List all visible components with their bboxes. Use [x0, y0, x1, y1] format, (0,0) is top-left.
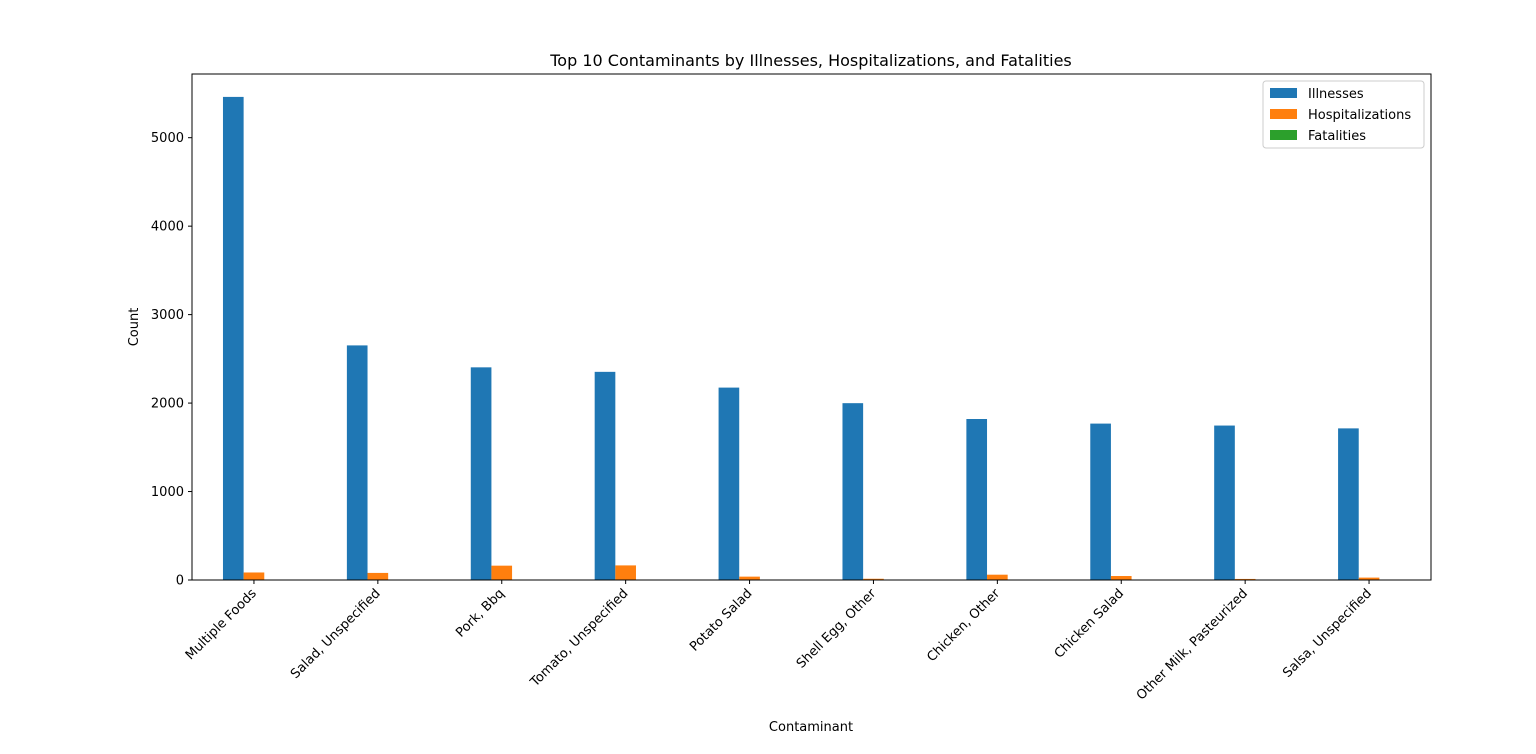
x-axis-label: Contaminant — [769, 720, 853, 735]
y-axis-ticks: 0 1000 2000 3000 4000 5000 — [151, 131, 192, 589]
legend-swatch-illnesses — [1270, 88, 1297, 98]
bar-hospitalizations-3 — [615, 565, 636, 580]
bar-hospitalizations-7 — [1110, 576, 1132, 580]
legend-swatch-fatalities — [1270, 130, 1297, 140]
legend-swatch-hospitalizations — [1270, 109, 1297, 119]
legend-label-hospitalizations: Hospitalizations — [1308, 108, 1411, 123]
bar-illnesses-6 — [966, 419, 988, 580]
bar-hospitalizations-9 — [1358, 577, 1380, 580]
bar-illnesses-9 — [1338, 428, 1359, 580]
legend-box — [1262, 80, 1425, 149]
bar-illnesses-8 — [1214, 425, 1235, 580]
bar-hospitalizations-1 — [367, 572, 389, 580]
legend-label-illnesses: Illnesses — [1308, 87, 1364, 102]
y-tick-label: 2000 — [151, 397, 184, 412]
y-tick-label: 4000 — [151, 220, 184, 235]
bar-hospitalizations-5 — [863, 578, 884, 580]
plot-frame — [191, 73, 1432, 581]
legend-label-fatalities: Fatalities — [1308, 129, 1366, 144]
bar-illnesses-0 — [222, 96, 244, 580]
bar-illnesses-5 — [842, 403, 864, 580]
bars-group — [222, 96, 1380, 580]
bar-illnesses-3 — [594, 371, 616, 580]
bar-illnesses-2 — [470, 367, 492, 580]
bar-hospitalizations-0 — [243, 572, 265, 580]
bar-hospitalizations-2 — [491, 565, 513, 580]
y-tick-label: 5000 — [151, 131, 184, 146]
bar-hospitalizations-8 — [1234, 578, 1256, 580]
y-axis-label: Count — [127, 308, 142, 347]
legend: Illnesses Hospitalizations Fatalities — [1262, 80, 1425, 149]
y-tick-label: 0 — [176, 574, 184, 589]
y-tick-label: 1000 — [151, 485, 184, 500]
bar-hospitalizations-4 — [739, 576, 760, 580]
bar-hospitalizations-6 — [987, 574, 1008, 580]
bar-illnesses-7 — [1090, 423, 1111, 580]
bar-illnesses-4 — [718, 387, 740, 580]
chart-title: Top 10 Contaminants by Illnesses, Hospit… — [549, 51, 1072, 70]
bar-illnesses-1 — [346, 345, 368, 580]
y-tick-label: 3000 — [151, 308, 184, 323]
